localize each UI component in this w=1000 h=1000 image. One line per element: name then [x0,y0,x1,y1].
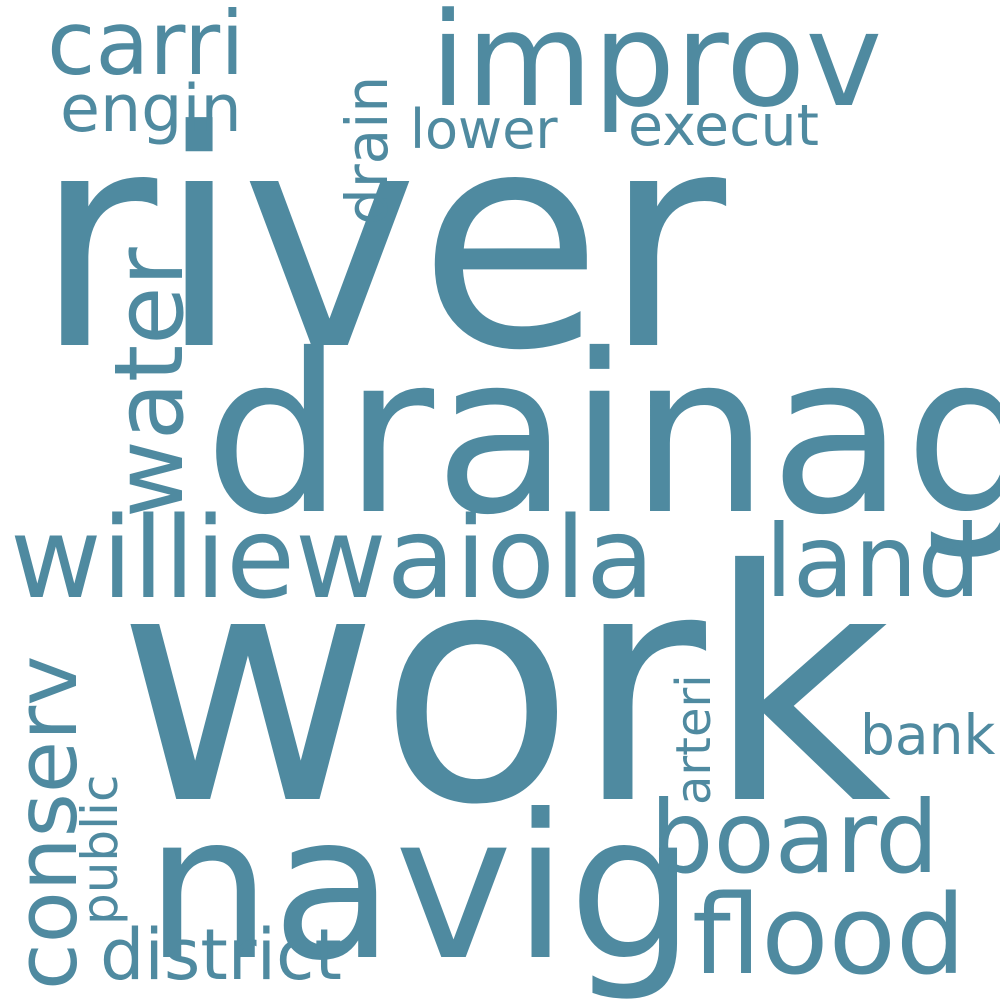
word-district: district [100,914,342,996]
word-improv: improv [430,0,883,136]
word-drain: drain [333,75,401,225]
word-board: board [650,779,939,896]
word-williewaiola: williewaiola [10,494,655,624]
word-water: water [95,247,205,518]
word-lower: lower [410,98,558,161]
word-engin: engin [60,72,242,147]
word-river: river [34,67,727,416]
word-work: work [117,503,892,875]
word-carri: carri [47,0,245,95]
word-flood: flood [692,871,966,999]
word-drainag: drainag [204,307,1000,563]
word-navig: navig [145,772,696,1000]
word-arteri: arteri [666,674,722,805]
word-bank: bank [860,703,996,767]
word-execut: execut [628,93,819,159]
word-land: land [765,503,981,620]
word-public: public [71,774,129,925]
